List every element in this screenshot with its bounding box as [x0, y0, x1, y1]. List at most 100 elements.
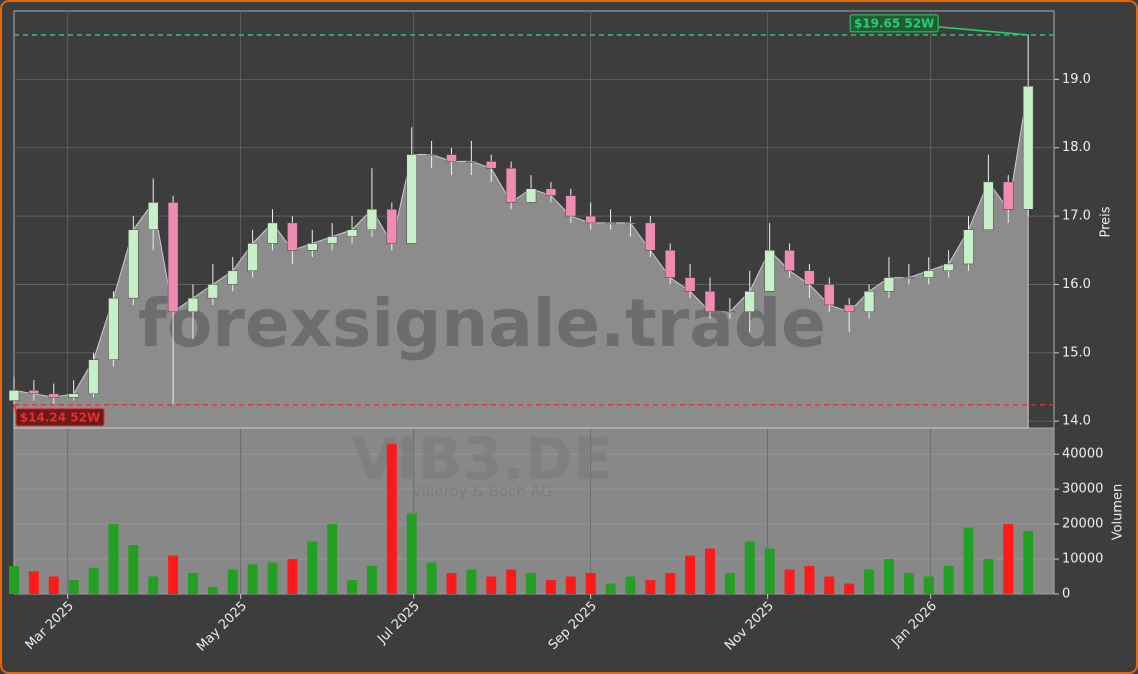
volume-bar — [148, 576, 159, 594]
volume-bar — [804, 566, 815, 594]
y-tick-label: 15.0 — [1062, 345, 1091, 360]
volume-bar — [506, 569, 517, 594]
candle-body — [923, 270, 934, 278]
volume-bar — [744, 541, 755, 594]
candle-body — [585, 215, 596, 224]
volume-bar — [784, 569, 795, 594]
volume-bar — [406, 513, 417, 594]
candle-body — [605, 222, 616, 225]
candle-body — [645, 222, 656, 251]
candle-body — [426, 154, 437, 156]
annotation-box — [849, 14, 939, 33]
candle-body — [466, 161, 477, 163]
volume-bar — [685, 555, 696, 594]
candle-body — [804, 270, 815, 285]
candle-body — [386, 208, 398, 244]
y2-tick-label: 40000 — [1062, 447, 1103, 462]
volume-bar — [128, 545, 139, 594]
volume-bar — [605, 583, 616, 594]
volume-bar — [287, 559, 298, 594]
candle-body — [227, 270, 238, 285]
volume-bar — [665, 573, 676, 594]
candle-body — [983, 181, 994, 231]
volume-bar — [168, 555, 179, 594]
volume-bar — [545, 580, 556, 594]
y-axis-label: Preis — [1099, 206, 1114, 237]
y2-tick-label: 10000 — [1062, 552, 1103, 567]
volume-bar — [903, 573, 914, 594]
volume-bar — [426, 562, 437, 594]
candle-body — [863, 291, 875, 313]
candle-body — [486, 161, 497, 169]
annotation-label: $19.65 52W — [854, 16, 934, 30]
candle-body — [684, 277, 696, 292]
company-watermark: Villeroy & Boch AG — [412, 483, 552, 501]
volume-bar — [108, 524, 119, 594]
volume-bar — [585, 573, 596, 594]
candle-body — [68, 393, 79, 398]
candle-body — [525, 188, 537, 203]
candle-body — [346, 229, 358, 237]
candle-body — [1003, 181, 1014, 210]
candle-body — [744, 291, 755, 313]
candle-body — [187, 297, 199, 313]
y-tick-label: 14.0 — [1062, 414, 1091, 429]
volume-bar — [48, 576, 59, 594]
volume-bar — [526, 573, 536, 594]
candle-body — [247, 243, 258, 272]
candle-body — [963, 229, 974, 265]
candle-body — [545, 188, 557, 196]
volume-bar — [963, 527, 974, 594]
volume-bar — [705, 548, 715, 594]
volume-bar — [486, 576, 497, 594]
candle-body — [406, 154, 417, 244]
volume-bar — [327, 524, 338, 594]
volume-bar — [466, 569, 477, 594]
volume-bar — [764, 548, 775, 594]
candle-body — [784, 250, 795, 272]
volume-bar — [347, 580, 358, 594]
candle-body — [167, 202, 179, 313]
volume-bar — [883, 559, 894, 594]
candle-body — [625, 222, 636, 225]
volume-bar — [187, 573, 198, 594]
candle-body — [207, 284, 219, 299]
annotation-arrow — [938, 26, 1029, 36]
y-tick-label: 18.0 — [1062, 140, 1091, 155]
y2-tick-label: 20000 — [1062, 517, 1103, 532]
candle-body — [824, 284, 835, 306]
volume-bar — [9, 566, 19, 594]
candle-body — [366, 208, 378, 231]
watermark: forexsignale.trade — [138, 285, 826, 362]
candle-body — [843, 304, 855, 313]
candle-body — [108, 297, 119, 360]
volume-bar — [864, 569, 875, 594]
volume-bar — [844, 583, 855, 594]
candle-body — [883, 277, 895, 292]
volume-bar — [207, 587, 218, 594]
candle-body — [664, 250, 676, 278]
volume-bar — [307, 541, 318, 594]
volume-bar — [645, 580, 656, 594]
candle-body — [764, 250, 775, 292]
volume-bar — [923, 576, 934, 594]
volume-bar — [446, 573, 457, 594]
candle-body — [943, 263, 954, 272]
volume-bar — [1003, 524, 1014, 594]
candle-body — [505, 167, 517, 203]
candle-body — [704, 291, 716, 313]
candle-body — [128, 229, 139, 299]
candle-body — [88, 359, 99, 395]
candle-body — [287, 222, 298, 251]
candle-body — [147, 202, 159, 231]
volume-bar — [983, 559, 994, 594]
volume-bar — [1023, 531, 1034, 594]
volume-bar — [386, 443, 397, 594]
volume-bar — [625, 576, 636, 594]
y2-tick-label: 30000 — [1062, 482, 1103, 497]
volume-bar — [724, 573, 735, 594]
candle-body — [903, 277, 915, 279]
candle-body — [1022, 85, 1034, 210]
volume-bar — [565, 576, 576, 594]
